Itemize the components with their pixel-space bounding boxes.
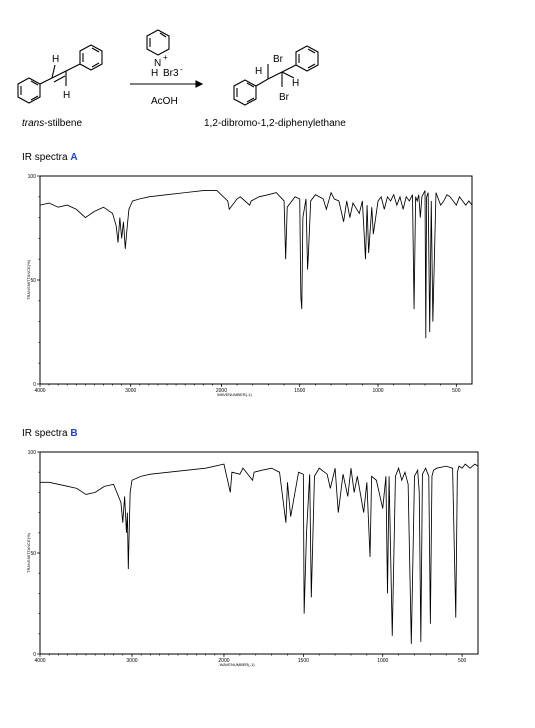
ir-a-x-tick-label: 3000 [125,388,136,394]
ir-b-x-axis-label: WAVENUMBER(-1) [220,662,256,667]
ir-a-x-tick-label: 4000 [34,388,45,394]
stilbene-bond-1 [39,77,53,85]
pyridinium-charge: + [163,53,168,62]
product-name: 1,2-dibromo-1,2-diphenylethane [204,118,346,129]
product-br-bottom: Br [279,92,290,103]
product-right-ring [295,45,319,72]
ir-spectrum-a: 4000 3000 2000 1500 1000 500 0 50 100 WAVENUMBER(… [26,174,473,397]
ir-b-plot-frame [39,451,479,655]
ir-b-transmittance-trace [40,463,479,644]
ir-spectrum-b: 4000 3000 2000 1500 1000 500 0 50 100 WAVENUMBER(… [26,450,479,667]
tribromide-label: Br3 [163,68,179,79]
ir-a-y-tick-label: 50 [30,278,36,284]
ir-b-x-tick-label: 3000 [126,658,137,664]
spectrum-a-tag: A [70,152,78,163]
ir-b-y-tick-label: 0 [33,652,36,658]
ir-a-transmittance-trace [39,190,473,339]
ir-a-x-tick-label: 1500 [294,388,305,394]
product-h-right: H [292,78,299,89]
spectrum-b-heading-text: IR spectra [22,428,68,439]
ir-a-x-axis-label: WAVENUMBER(-1) [217,392,253,397]
tribromide-charge: - [180,65,183,74]
spectrum-b-heading: IR spectra B [22,428,78,439]
ir-a-x-tick-label: 1000 [372,388,383,394]
ir-b-x-tick-label: 1500 [298,658,309,664]
spectrum-a-heading-text: IR spectra [22,152,68,163]
ir-a-plot-frame [39,175,473,385]
ir-b-x-tick-label: 4000 [34,658,45,664]
ir-b-y-axis-label: TRANSMITTANCE(%) [26,532,31,573]
reactant-name-rest: -stilbene [44,118,82,129]
stilbene-right-ring [79,44,103,71]
solvent-label: AcOH [151,96,178,107]
product-h-left: H [255,66,262,77]
stilbene-h-top: H [52,54,59,65]
reaction-arrow [130,80,204,88]
ir-b-x-tick-label: 500 [458,658,467,664]
stilbene-h-bottom: H [63,90,70,101]
ir-a-x-tick-label: 2000 [216,388,227,394]
pyridinium-n-label: N [154,58,161,69]
pyridinium-ring [146,29,170,56]
reaction-scheme: H H N + H Br3 - AcOH Br H H Br [17,29,346,129]
pyridinium-h: H [151,68,158,79]
product-left-ring [233,79,257,106]
ir-a-y-tick-label: 100 [28,174,37,180]
ir-a-y-tick-label: 0 [33,382,36,388]
reactant-name-italic: trans [22,118,44,129]
stilbene-left-ring [17,77,41,104]
spectrum-b-tag: B [70,428,78,439]
reactant-name: trans-stilbene [22,118,82,129]
ir-a-y-axis-label: TRANSMITTANCE(%) [26,259,31,300]
ir-a-x-tick-label: 500 [452,388,461,394]
spectrum-a-heading: IR spectra A [22,152,78,163]
ir-b-x-tick-label: 2000 [218,658,229,664]
ir-b-y-tick-label: 100 [28,450,37,456]
product-br-top: Br [273,54,284,65]
ir-b-x-tick-label: 1000 [377,658,388,664]
stilbene-double-bond [51,70,67,79]
ir-b-y-tick-label: 50 [30,551,36,557]
